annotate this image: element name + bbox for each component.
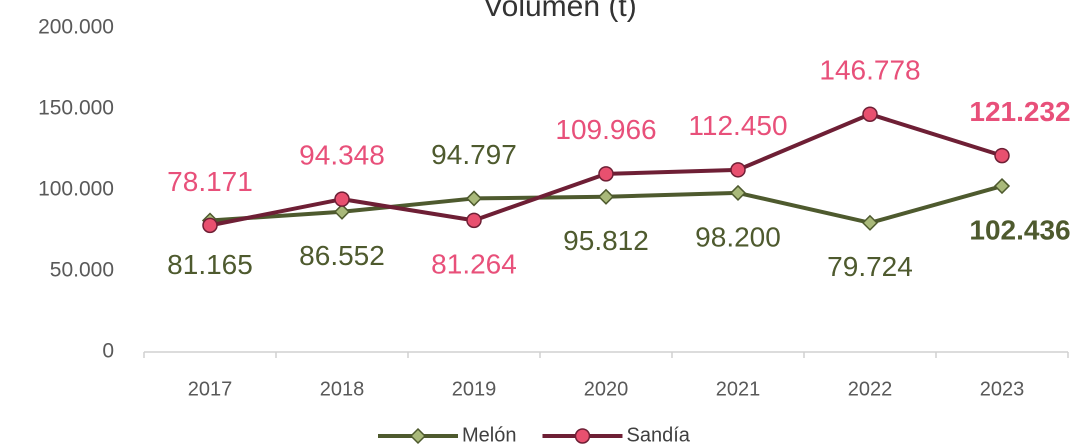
marker [730,162,746,178]
x-tick-label: 2017 [188,378,233,400]
marker [334,191,350,207]
marker [597,188,615,205]
y-tick-label: 50.000 [50,259,114,282]
legend-label: Melón [462,424,516,445]
marker [994,147,1010,164]
marker [465,190,483,207]
marker [862,106,878,122]
marker [409,427,427,445]
y-tick-label: 150.000 [38,97,114,120]
legend-label: Sandía [626,424,690,445]
x-tick-label: 2022 [848,378,893,400]
data-label: 78.171 [167,166,253,197]
data-label: 94.797 [431,139,517,170]
x-tick-label: 2021 [716,378,761,400]
marker [333,203,351,220]
data-label: 94.348 [299,140,385,171]
y-tick-label: 200.000 [38,16,114,39]
data-label: 146.778 [819,55,920,86]
data-label: 109.966 [555,114,656,145]
y-tick-label: 100.000 [38,178,114,201]
data-label: 81.165 [167,249,253,280]
marker [861,214,879,231]
x-tick-label: 2018 [320,378,365,400]
data-label: 79.724 [827,251,913,282]
data-label: 86.552 [299,240,385,271]
data-label: 95.812 [563,225,649,256]
data-label: 81.264 [431,249,517,280]
data-label: 102.436 [969,214,1070,245]
x-tick-label: 2019 [452,378,497,400]
data-label: 98.200 [695,221,781,252]
data-label: 112.450 [688,110,787,141]
chart-title: Volumen (t) [483,0,636,23]
x-tick-label: 2020 [584,378,629,400]
marker [574,428,591,444]
marker [202,217,218,234]
marker [598,166,614,182]
y-tick-label: 0 [102,340,114,363]
marker [466,212,482,229]
data-label: 121.232 [969,96,1070,127]
marker [993,177,1011,195]
marker [729,184,747,201]
x-tick-label: 2023 [980,378,1025,400]
